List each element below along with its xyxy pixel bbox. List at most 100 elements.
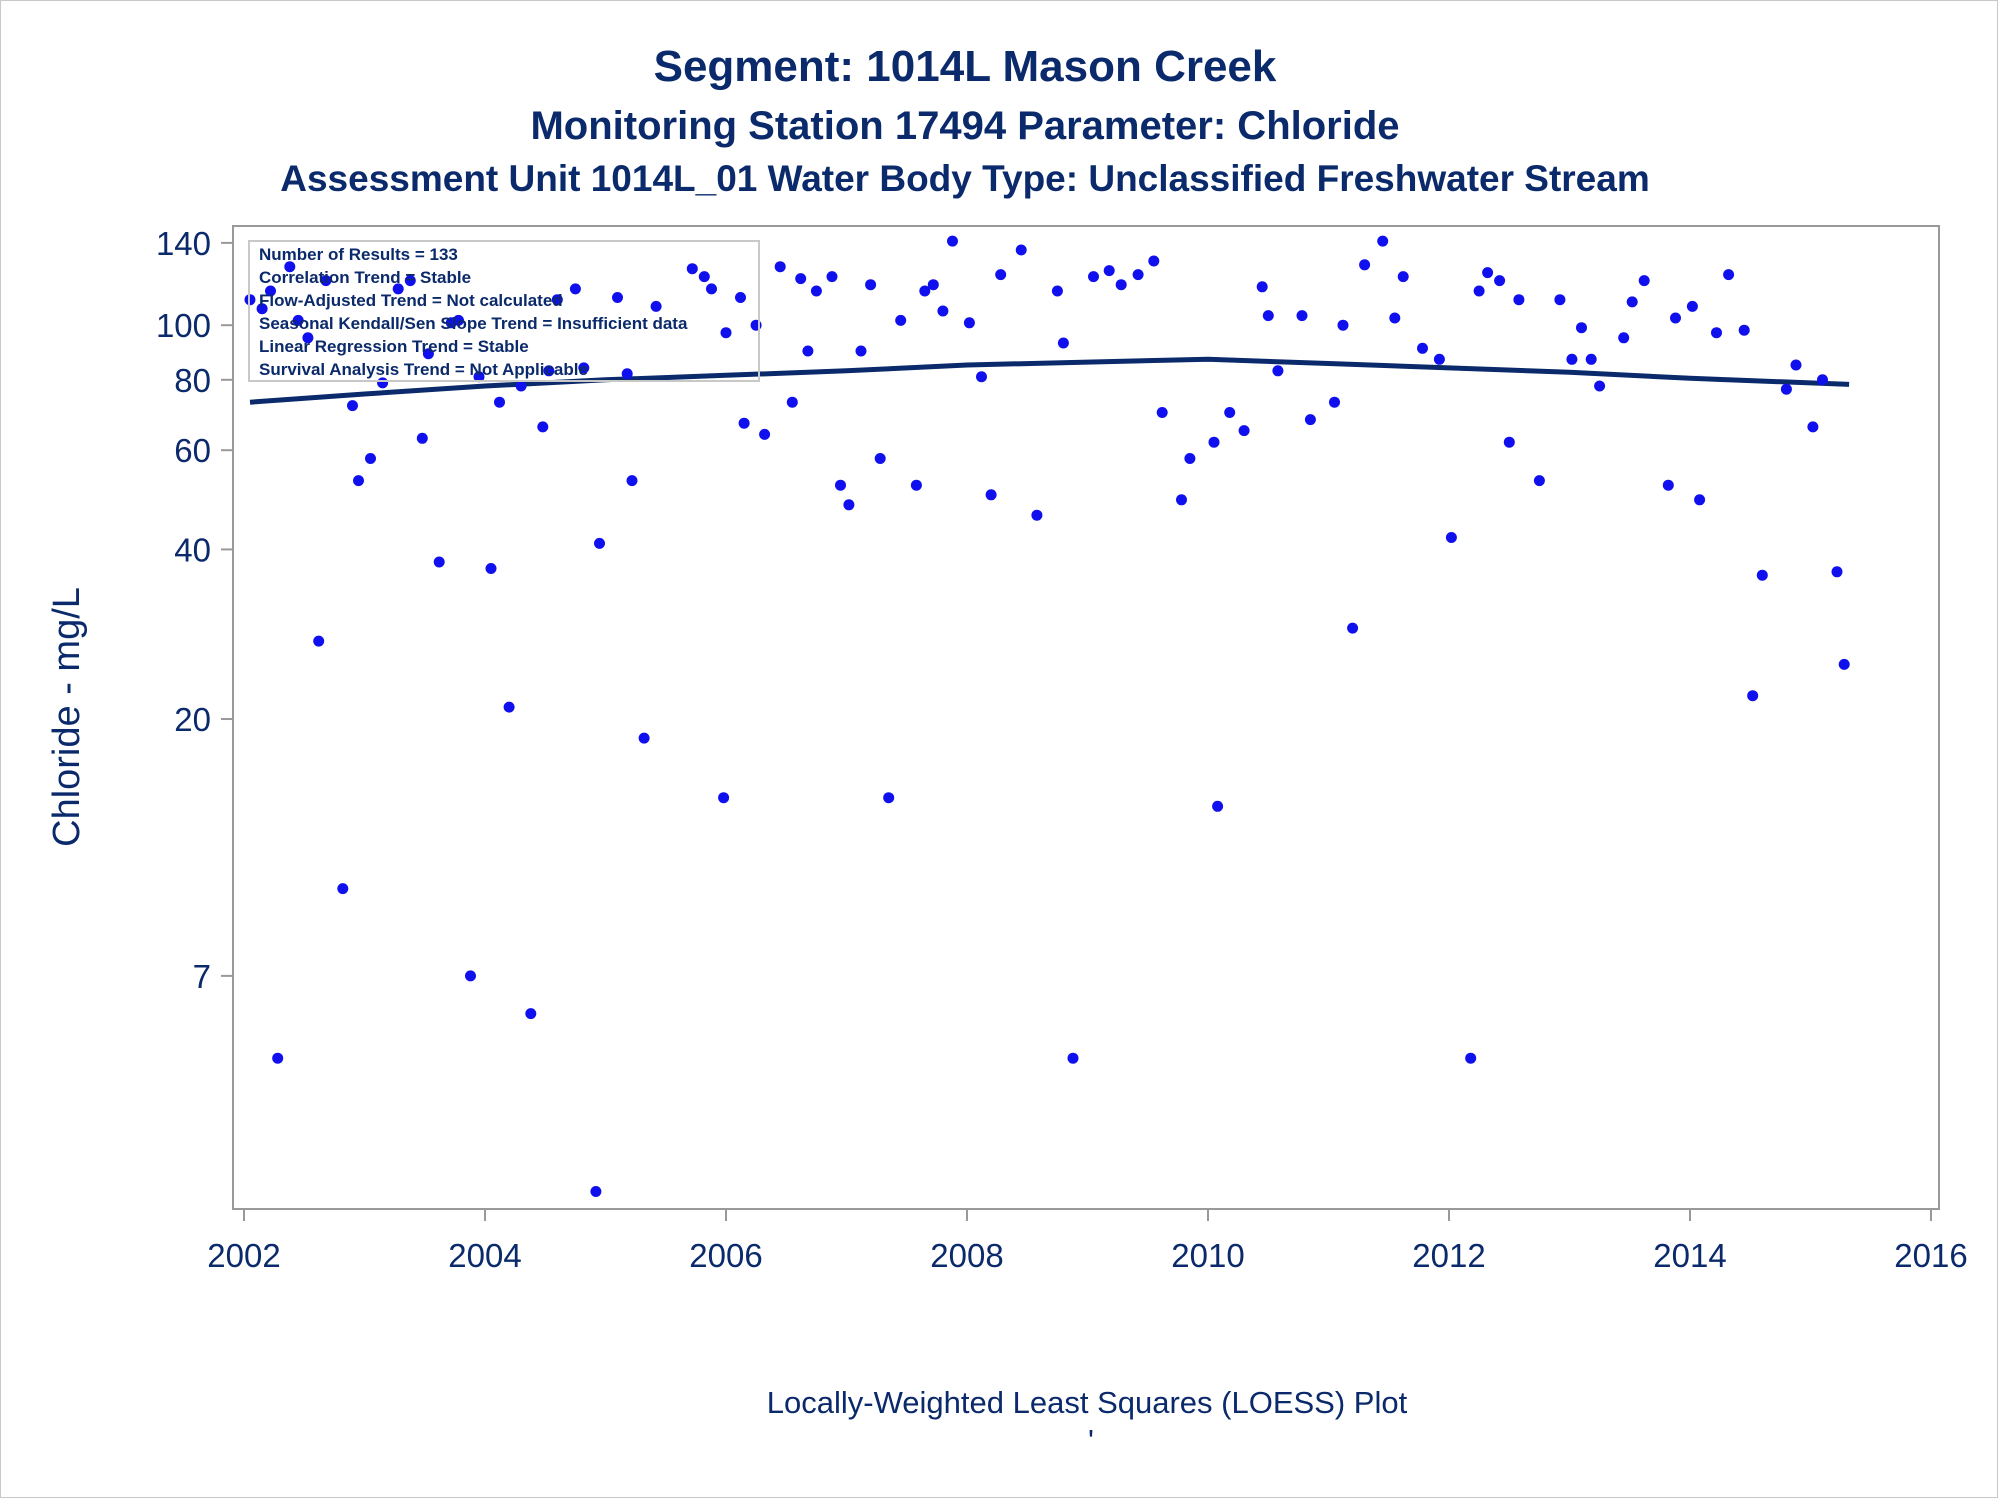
data-point — [698, 271, 710, 283]
x-tick-label: 2002 — [207, 1237, 280, 1274]
data-point — [738, 417, 750, 429]
x-tick-label: 2014 — [1653, 1237, 1726, 1274]
statistics-box: Number of Results = 133 Correlation Tren… — [248, 240, 760, 382]
data-point — [1838, 658, 1850, 670]
x-tick-label: 2006 — [689, 1237, 762, 1274]
data-point — [422, 348, 434, 360]
data-point — [985, 489, 997, 501]
x-axis: 2002 2004 2006 2008 2010 2012 2014 2016 — [207, 1209, 1968, 1274]
data-point — [1686, 300, 1698, 312]
data-point — [1790, 359, 1802, 371]
data-point — [1115, 279, 1127, 291]
data-point — [1132, 269, 1144, 281]
data-point — [1262, 310, 1274, 322]
data-point — [313, 635, 325, 647]
data-point — [720, 327, 732, 339]
data-point — [1208, 436, 1220, 448]
data-point — [1817, 374, 1828, 386]
data-point — [485, 563, 497, 574]
data-point — [795, 273, 807, 285]
data-point — [337, 883, 349, 895]
data-point — [1359, 259, 1371, 271]
data-point — [650, 300, 662, 312]
data-point — [1473, 285, 1485, 297]
data-point — [638, 732, 650, 744]
data-point — [1176, 494, 1187, 506]
data-point — [774, 261, 786, 273]
chart-title: Segment: 1014L Mason Creek — [654, 42, 1277, 91]
x-tick-label: 2008 — [930, 1237, 1003, 1274]
data-point — [1482, 267, 1494, 279]
data-point — [621, 368, 633, 380]
data-point — [1377, 235, 1389, 247]
data-point — [1711, 327, 1722, 339]
data-point — [465, 970, 476, 982]
data-point — [1747, 690, 1759, 702]
chart-subtitle-2: Assessment Unit 1014L_01 Water Body Type… — [280, 158, 1650, 199]
statistics-box-border — [248, 240, 760, 382]
data-point — [835, 479, 846, 491]
data-point — [1389, 312, 1401, 324]
data-point — [937, 305, 949, 317]
data-point — [1638, 275, 1650, 287]
data-point — [1015, 244, 1027, 256]
data-point — [515, 380, 527, 392]
data-point — [569, 283, 581, 295]
data-point — [1503, 436, 1515, 448]
data-point — [1224, 407, 1236, 418]
data-point — [1494, 275, 1506, 287]
data-point — [1756, 569, 1768, 581]
data-point — [927, 279, 939, 291]
data-point — [416, 432, 428, 444]
data-point — [883, 792, 895, 804]
data-point — [347, 400, 358, 412]
data-point — [377, 377, 389, 389]
data-points — [244, 235, 1850, 1197]
data-point — [802, 345, 814, 357]
data-point — [1103, 265, 1115, 277]
data-point — [433, 556, 445, 568]
stat-survival-analysis: Survival Analysis Trend = Not Applicable — [259, 360, 588, 379]
data-point — [1148, 255, 1160, 267]
data-point — [1088, 271, 1099, 283]
y-axis-label: Chloride - mg/L — [46, 587, 88, 847]
data-point — [537, 421, 549, 433]
loess-curve — [249, 356, 1850, 405]
data-point — [543, 365, 555, 377]
data-point — [265, 285, 276, 297]
y-tick-label: 140 — [156, 225, 211, 262]
chart-subtitle: Monitoring Station 17494 Parameter: Chlo… — [530, 104, 1399, 148]
data-point — [995, 269, 1007, 281]
data-point — [1445, 532, 1457, 543]
data-point — [525, 1008, 537, 1020]
loess-line — [249, 356, 1850, 405]
data-point — [1513, 294, 1525, 306]
data-point — [473, 371, 485, 383]
y-tick-label: 7 — [193, 958, 211, 995]
y-tick-label: 100 — [156, 307, 211, 344]
data-point — [256, 303, 268, 315]
data-point — [963, 317, 975, 329]
data-point — [1212, 800, 1224, 812]
data-point — [786, 396, 798, 408]
data-point — [1738, 324, 1750, 336]
data-point — [1057, 337, 1069, 349]
stat-seasonal-kendall: Seasonal Kendall/Sen Slope Trend = Insuf… — [259, 314, 688, 333]
data-point — [910, 479, 922, 491]
y-axis: 7 20 40 60 80 100 140 — [156, 225, 233, 995]
data-point — [302, 332, 314, 344]
data-point — [895, 314, 907, 326]
data-point — [284, 261, 296, 273]
data-point — [855, 345, 867, 357]
data-point — [735, 292, 746, 303]
data-point — [718, 792, 730, 804]
data-point — [947, 235, 958, 247]
data-point — [1566, 353, 1578, 365]
data-point — [1238, 425, 1250, 437]
data-point — [976, 371, 987, 383]
data-point — [1067, 1052, 1079, 1064]
data-point — [1417, 342, 1428, 354]
data-point — [292, 314, 304, 326]
data-point — [1585, 353, 1597, 365]
footnote-mark: ' — [1088, 1423, 1094, 1458]
